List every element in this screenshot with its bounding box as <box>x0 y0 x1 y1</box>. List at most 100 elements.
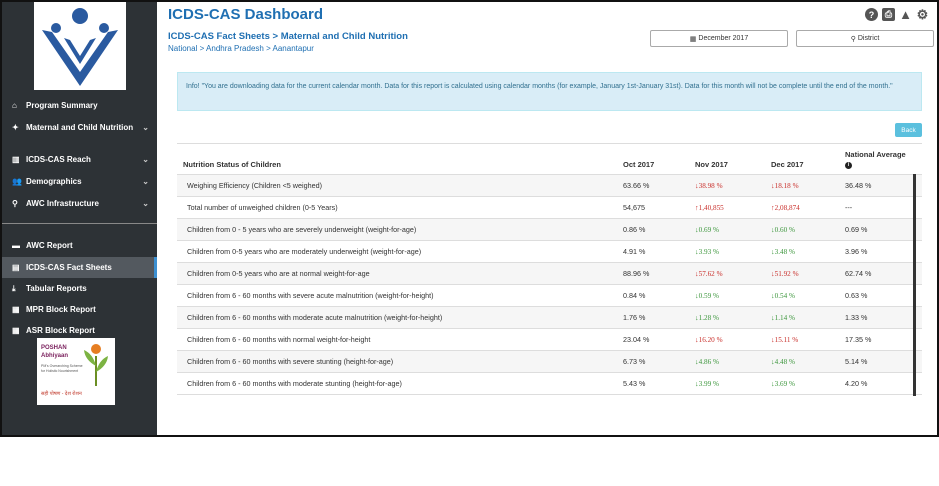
info-alert: Info! "You are downloading data for the … <box>177 72 922 111</box>
trend-value: 57.62 % <box>698 270 723 278</box>
calendar-icon: ▦ <box>689 35 697 43</box>
trend-value: 4.48 % <box>774 358 795 366</box>
location-filter-label: District <box>857 35 880 42</box>
oct-value-cell: 4.91 % <box>617 240 689 263</box>
users-icon: 👥 <box>12 177 22 186</box>
chevron-down-icon: ⌄ <box>142 155 149 164</box>
chevron-down-icon: ⌄ <box>142 123 149 132</box>
trend-value: 0.60 % <box>774 226 795 234</box>
family-logo-icon <box>42 8 118 86</box>
indicator-cell: Weighing Efficiency (Children <5 weighed… <box>177 174 617 197</box>
arrow-down-icon: ↓ <box>695 225 699 234</box>
arrow-down-icon: ↓ <box>695 313 699 322</box>
national-average-cell: --- <box>839 196 922 219</box>
sidebar-item-label: Program Summary <box>26 101 98 110</box>
chevron-down-icon: ⌄ <box>142 177 149 186</box>
help-icon[interactable]: ? <box>865 8 878 21</box>
main-content: ICDS-CAS Dashboard ? ⎙ ▲ ⚙ ICDS-CAS Fact… <box>157 2 937 435</box>
bar-chart-icon: ▥ <box>12 155 20 164</box>
dec-value-cell: ↓15.11 % <box>765 328 839 351</box>
poshan-subtitle: Abhiyaan <box>41 353 69 359</box>
arrow-down-icon: ↓ <box>695 357 699 366</box>
nov-value-cell: ↓38.98 % <box>689 174 765 197</box>
poshan-tagline: PM's Overarching Scheme for Holistic Nou… <box>41 364 83 373</box>
national-average-cell: 4.20 % <box>839 372 922 395</box>
sidebar-item-mpr-block-report[interactable]: ▦ MPR Block Report <box>2 299 157 320</box>
national-average-cell: 0.69 % <box>839 218 922 241</box>
indicator-cell: Total number of unweighed children (0-5 … <box>177 196 617 219</box>
sidebar-item-label: Maternal and Child Nutrition <box>26 123 134 132</box>
arrow-up-icon: ↑ <box>695 203 699 212</box>
oct-value-cell: 6.73 % <box>617 350 689 373</box>
sidebar-item-icds-cas-fact-sheets[interactable]: ▤ ICDS-CAS Fact Sheets <box>2 257 157 278</box>
location-filter-button[interactable]: ⚲ District <box>796 30 934 47</box>
sidebar-item-label: AWC Report <box>26 241 73 250</box>
info-icon[interactable]: i <box>845 162 852 169</box>
breadcrumb[interactable]: National > Andhra Pradesh > Aanantapur <box>168 44 314 53</box>
arrow-down-icon: ↓ <box>771 269 775 278</box>
oct-value-cell: 1.76 % <box>617 306 689 329</box>
table-scrollbar[interactable] <box>913 174 916 396</box>
sidebar-item-maternal-child-nutrition[interactable]: ✦ Maternal and Child Nutrition ⌄ <box>2 123 157 155</box>
arrow-down-icon: ↓ <box>771 357 775 366</box>
trend-value: 1,40,855 <box>698 204 724 212</box>
app-frame: ⌂ Program Summary ✦ Maternal and Child N… <box>0 0 939 437</box>
location-icon: ⚲ <box>12 199 18 208</box>
trend-value: 51.92 % <box>774 270 799 278</box>
oct-value-cell: 88.96 % <box>617 262 689 285</box>
sidebar-item-tabular-reports[interactable]: ⤓ Tabular Reports <box>2 278 157 299</box>
sidebar-item-asr-block-report[interactable]: ▦ ASR Block Report <box>2 320 157 341</box>
sidebar-nav-top: ⌂ Program Summary ✦ Maternal and Child N… <box>2 101 157 221</box>
arrow-down-icon: ↓ <box>771 247 775 256</box>
table-row: Children from 6 - 60 months with severe … <box>177 284 922 307</box>
trend-value: 15.11 % <box>774 336 799 344</box>
document-icon: ▤ <box>12 263 20 272</box>
sidebar-item-program-summary[interactable]: ⌂ Program Summary <box>2 101 157 123</box>
arrow-down-icon: ↓ <box>771 291 775 300</box>
dec-value-cell: ↓3.48 % <box>765 240 839 263</box>
col-header-indicator: Nutrition Status of Children <box>177 143 617 175</box>
sidebar-item-label: AWC Infrastructure <box>26 199 99 208</box>
print-icon[interactable]: ⎙ <box>882 8 895 21</box>
sidebar-divider <box>2 223 157 224</box>
table-row: Children from 0-5 years who are moderate… <box>177 240 922 263</box>
nov-value-cell: ↑1,40,855 <box>689 196 765 219</box>
nov-value-cell: ↓0.59 % <box>689 284 765 307</box>
warning-icon[interactable]: ▲ <box>899 7 912 22</box>
sidebar-item-awc-infrastructure[interactable]: ⚲ AWC Infrastructure ⌄ <box>2 199 157 221</box>
oct-value-cell: 63.66 % <box>617 174 689 197</box>
poshan-abhiyaan-logo: POSHAN Abhiyaan PM's Overarching Scheme … <box>37 338 115 405</box>
nov-value-cell: ↓1.28 % <box>689 306 765 329</box>
sidebar-item-awc-report[interactable]: ▬ AWC Report <box>2 236 157 257</box>
download-icon: ⤓ <box>12 284 16 293</box>
back-button[interactable]: Back <box>895 123 922 137</box>
block-report-icon: ▦ <box>12 305 20 314</box>
sidebar-item-label: Tabular Reports <box>26 284 87 293</box>
table-body: Weighing Efficiency (Children <5 weighed… <box>177 174 922 395</box>
nov-value-cell: ↓57.62 % <box>689 262 765 285</box>
oct-value-cell: 23.04 % <box>617 328 689 351</box>
sidebar-item-icds-cas-reach[interactable]: ▥ ICDS-CAS Reach ⌄ <box>2 155 157 177</box>
table-row: Children from 6 - 60 months with moderat… <box>177 372 922 395</box>
page-title: ICDS-CAS Dashboard <box>168 6 324 23</box>
dec-value-cell: ↑2,08,874 <box>765 196 839 219</box>
table-row: Weighing Efficiency (Children <5 weighed… <box>177 174 922 197</box>
table-row: Total number of unweighed children (0-5 … <box>177 196 922 219</box>
poshan-title: POSHAN <box>41 345 67 351</box>
nov-value-cell: ↓3.93 % <box>689 240 765 263</box>
trend-value: 1.14 % <box>774 314 795 322</box>
map-pin-icon: ⚲ <box>850 35 856 43</box>
month-filter-label: December 2017 <box>698 35 749 42</box>
month-filter-button[interactable]: ▦ December 2017 <box>650 30 788 47</box>
dec-value-cell: ↓1.14 % <box>765 306 839 329</box>
plant-icon <box>84 344 108 386</box>
sidebar-item-demographics[interactable]: 👥 Demographics ⌄ <box>2 177 157 199</box>
national-average-cell: 5.14 % <box>839 350 922 373</box>
oct-value-cell: 0.86 % <box>617 218 689 241</box>
settings-icon[interactable]: ⚙ <box>916 6 929 22</box>
child-icon: ✦ <box>12 123 19 132</box>
table-row: Children from 6 - 60 months with severe … <box>177 350 922 373</box>
trend-value: 18.18 % <box>774 182 799 190</box>
arrow-down-icon: ↓ <box>695 269 699 278</box>
sidebar-item-label: ICDS-CAS Reach <box>26 155 91 164</box>
